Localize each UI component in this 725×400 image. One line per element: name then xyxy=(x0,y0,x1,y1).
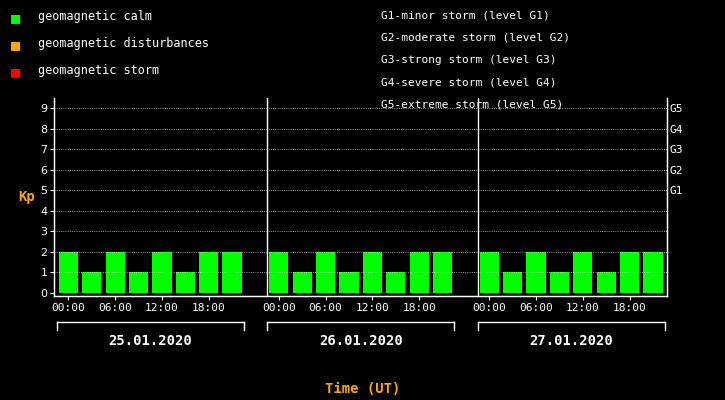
Text: G5-extreme storm (level G5): G5-extreme storm (level G5) xyxy=(381,100,563,110)
Bar xyxy=(175,272,195,293)
Bar xyxy=(152,252,172,293)
Bar xyxy=(550,272,569,293)
Bar xyxy=(339,272,359,293)
Bar xyxy=(106,252,125,293)
Bar xyxy=(503,272,522,293)
Bar xyxy=(129,272,148,293)
Text: ■: ■ xyxy=(11,10,20,25)
Bar xyxy=(433,252,452,293)
Bar xyxy=(526,252,546,293)
Text: geomagnetic calm: geomagnetic calm xyxy=(38,10,152,23)
Bar xyxy=(293,272,312,293)
Bar xyxy=(620,252,639,293)
Text: 25.01.2020: 25.01.2020 xyxy=(108,334,192,348)
Bar xyxy=(223,252,241,293)
Text: G4-severe storm (level G4): G4-severe storm (level G4) xyxy=(381,77,556,87)
Bar xyxy=(410,252,428,293)
Text: G3-strong storm (level G3): G3-strong storm (level G3) xyxy=(381,55,556,65)
Bar xyxy=(643,252,663,293)
Y-axis label: Kp: Kp xyxy=(18,190,35,204)
Text: Time (UT): Time (UT) xyxy=(325,382,400,396)
Bar xyxy=(199,252,218,293)
Text: ■: ■ xyxy=(11,37,20,52)
Text: geomagnetic disturbances: geomagnetic disturbances xyxy=(38,37,210,50)
Bar xyxy=(59,252,78,293)
Bar xyxy=(362,252,382,293)
Text: 27.01.2020: 27.01.2020 xyxy=(529,334,613,348)
Text: ■: ■ xyxy=(11,64,20,80)
Text: G1-minor storm (level G1): G1-minor storm (level G1) xyxy=(381,10,550,20)
Bar xyxy=(269,252,289,293)
Bar xyxy=(316,252,335,293)
Bar xyxy=(597,272,616,293)
Bar xyxy=(480,252,499,293)
Bar xyxy=(82,272,102,293)
Bar xyxy=(573,252,592,293)
Text: geomagnetic storm: geomagnetic storm xyxy=(38,64,160,78)
Text: 26.01.2020: 26.01.2020 xyxy=(319,334,402,348)
Text: G2-moderate storm (level G2): G2-moderate storm (level G2) xyxy=(381,32,570,42)
Bar xyxy=(386,272,405,293)
